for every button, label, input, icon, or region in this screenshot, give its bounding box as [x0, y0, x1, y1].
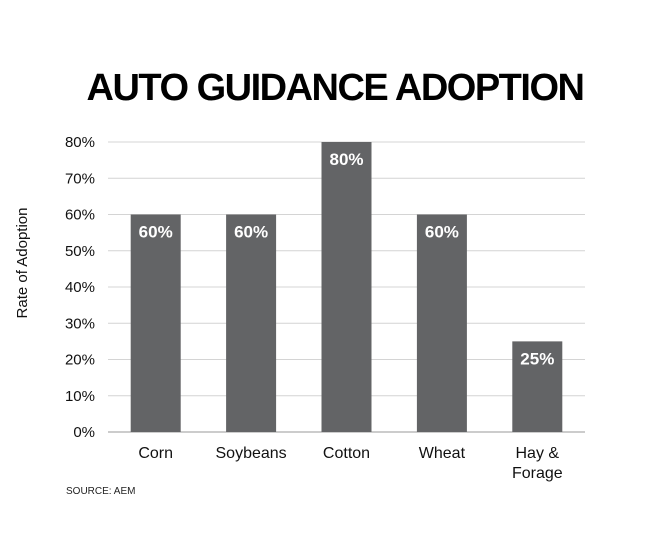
- bar: [416, 214, 467, 432]
- y-tick-label: 70%: [65, 170, 95, 187]
- x-tick-label: Cotton: [323, 445, 370, 462]
- y-tick-label: 0%: [73, 424, 95, 441]
- y-axis-label: Rate of Adoption: [14, 208, 31, 319]
- bar-data-labels: 60% 60% 80% 60% 25%: [139, 150, 555, 368]
- y-tick-label: 20%: [65, 352, 95, 369]
- bar: [130, 214, 181, 432]
- bar-data-label: 60%: [139, 223, 173, 242]
- bar-data-label: 60%: [234, 223, 268, 242]
- x-tick-label: Corn: [138, 445, 173, 462]
- bar: [321, 142, 372, 432]
- y-tick-label: 30%: [65, 315, 95, 332]
- y-tick-label: 60%: [65, 207, 95, 224]
- y-tick-label: 50%: [65, 243, 95, 260]
- bar-data-label: 25%: [520, 349, 554, 368]
- bar: [512, 341, 563, 432]
- x-axis-categories: Corn Soybeans Cotton Wheat Hay & Forage: [138, 445, 562, 482]
- y-tick-label: 80%: [65, 134, 95, 151]
- source-note: SOURCE: AEM: [66, 486, 135, 497]
- bar-data-label: 80%: [329, 150, 363, 169]
- x-tick-label: Hay &: [516, 445, 560, 462]
- x-tick-label: Soybeans: [216, 445, 287, 462]
- x-tick-label: Wheat: [419, 445, 466, 462]
- y-tick-label: 10%: [65, 388, 95, 405]
- bars: [130, 142, 563, 432]
- bar-data-label: 60%: [425, 223, 459, 242]
- chart-title: AUTO GUIDANCE ADOPTION: [87, 67, 584, 109]
- bar: [226, 214, 277, 432]
- x-tick-label: Forage: [512, 465, 563, 482]
- y-tick-label: 40%: [65, 279, 95, 296]
- y-axis-ticks: 0% 10% 20% 30% 40% 50% 60% 70% 80%: [65, 134, 95, 441]
